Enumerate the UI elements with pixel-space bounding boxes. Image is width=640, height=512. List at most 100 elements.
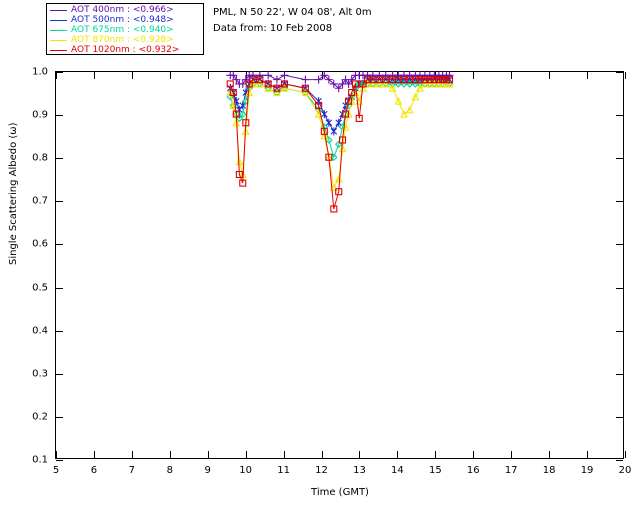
y-tick-right: [616, 460, 623, 461]
x-tick: [397, 451, 399, 458]
legend-item-1020nm: AOT 1020nm : <0.932>: [50, 45, 201, 55]
x-tick-top: [359, 72, 361, 79]
x-tick: [93, 451, 95, 458]
x-tick-label: 5: [52, 465, 60, 476]
y-tick: [56, 115, 63, 117]
x-tick-label: 14: [391, 465, 404, 476]
x-tick-label: 18: [542, 465, 556, 476]
x-tick-top: [511, 72, 513, 79]
x-tick-label: 8: [166, 465, 173, 476]
x-tick: [435, 451, 437, 458]
y-tick: [56, 244, 63, 246]
y-tick-right: [616, 416, 623, 418]
x-tick-top: [321, 72, 323, 79]
x-tick-top: [625, 72, 626, 79]
y-tick: [56, 330, 63, 332]
x-tick-label: 9: [204, 465, 211, 476]
x-tick-label: 11: [277, 465, 290, 476]
legend-item-870nm: AOT 870nm : <0.928>: [50, 35, 201, 45]
x-tick: [56, 451, 57, 458]
y-tick: [56, 201, 63, 203]
y-tick-label: 1.0: [32, 66, 48, 78]
y-tick-right: [616, 373, 623, 375]
legend: AOT 400nm : <0.966> AOT 500nm : <0.948> …: [46, 3, 204, 55]
x-tick-label: 15: [428, 465, 442, 476]
x-tick: [321, 451, 323, 458]
y-tick-right: [616, 244, 623, 246]
x-tick: [587, 451, 589, 458]
y-tick: [56, 158, 63, 160]
x-tick-top: [397, 72, 399, 79]
y-tick-right: [616, 115, 623, 117]
y-tick: [56, 72, 63, 73]
x-tick: [549, 451, 551, 458]
y-axis-title: Single Scattering Albedo (ω): [8, 122, 19, 265]
legend-line-swatch-675nm: [50, 29, 67, 31]
y-tick-label: 0.4: [32, 325, 48, 337]
legend-label-675nm: AOT 675nm : <0.940>: [71, 25, 174, 35]
y-tick: [56, 373, 63, 375]
x-tick-label: 6: [90, 465, 98, 476]
y-tick-right: [616, 72, 623, 73]
x-tick-top: [56, 72, 57, 79]
x-tick-label: 19: [580, 465, 594, 476]
legend-label-1020nm: AOT 1020nm : <0.932>: [71, 45, 180, 55]
plot-area: 0.1 0.2 0.3 0.4 0.5 0.6 0.7 0.8 0.9 1.0 5 6 7 8 9 10 11 1…: [32, 67, 631, 477]
x-tick-label: 16: [466, 465, 480, 476]
x-tick: [511, 451, 513, 458]
x-tick-top: [549, 72, 551, 79]
legend-item-675nm: AOT 675nm : <0.940>: [50, 25, 201, 35]
y-tick-label: 0.6: [32, 238, 48, 250]
legend-label-870nm: AOT 870nm : <0.928>: [71, 35, 174, 45]
x-tick-top: [587, 72, 589, 79]
x-tick-label: 12: [315, 465, 328, 476]
y-tick-label: 0.7: [32, 195, 48, 207]
y-tick: [56, 460, 63, 461]
legend-label-500nm: AOT 500nm : <0.948>: [71, 15, 174, 25]
y-tick-label: 0.5: [32, 282, 48, 294]
legend-line-swatch-400nm: [50, 9, 67, 11]
x-tick-label: 7: [128, 465, 136, 476]
x-tick: [207, 451, 209, 458]
legend-line-swatch-500nm: [50, 19, 67, 21]
x-axis-title: Time (GMT): [311, 487, 369, 498]
y-tick-label: 0.9: [32, 109, 48, 121]
legend-label-400nm: AOT 400nm : <0.966>: [71, 5, 174, 15]
x-tick-top: [169, 72, 171, 79]
y-tick-label: 0.1: [32, 454, 48, 466]
x-tick-label: 13: [353, 465, 366, 476]
site-location-title: PML, N 50 22', W 04 08', Alt 0m: [213, 7, 372, 18]
y-tick-right: [616, 287, 623, 289]
data-date-subtitle: Data from: 10 Feb 2008: [213, 23, 333, 34]
x-tick-top: [131, 72, 133, 79]
y-tick-right: [616, 158, 623, 160]
x-tick: [169, 451, 171, 458]
x-tick-top: [93, 72, 95, 79]
x-tick-top: [245, 72, 247, 79]
x-tick-label: 20: [618, 465, 632, 476]
x-tick: [131, 451, 133, 458]
y-tick-label: 0.8: [32, 152, 48, 164]
x-tick: [473, 451, 475, 458]
x-tick-top: [435, 72, 437, 79]
x-tick-top: [283, 72, 285, 79]
y-tick-label: 0.3: [32, 368, 48, 380]
x-tick: [245, 451, 247, 458]
x-tick-top: [473, 72, 475, 79]
x-tick-label: 10: [239, 465, 253, 476]
chart-title-block: PML, N 50 22', W 04 08', Alt 0m Data fro…: [213, 5, 372, 37]
legend-line-swatch-1020nm: [50, 49, 67, 51]
y-tick-label: 0.2: [32, 411, 48, 423]
y-tick: [56, 416, 63, 418]
x-tick: [283, 451, 285, 458]
x-tick: [625, 451, 626, 458]
legend-line-swatch-870nm: [50, 39, 67, 41]
x-tick-label: 17: [504, 465, 518, 476]
y-tick-right: [616, 201, 623, 203]
y-tick: [56, 287, 63, 289]
legend-item-400nm: AOT 400nm : <0.966>: [50, 5, 201, 15]
legend-item-500nm: AOT 500nm : <0.948>: [50, 15, 201, 25]
y-tick-right: [616, 330, 623, 332]
x-tick-top: [207, 72, 209, 79]
